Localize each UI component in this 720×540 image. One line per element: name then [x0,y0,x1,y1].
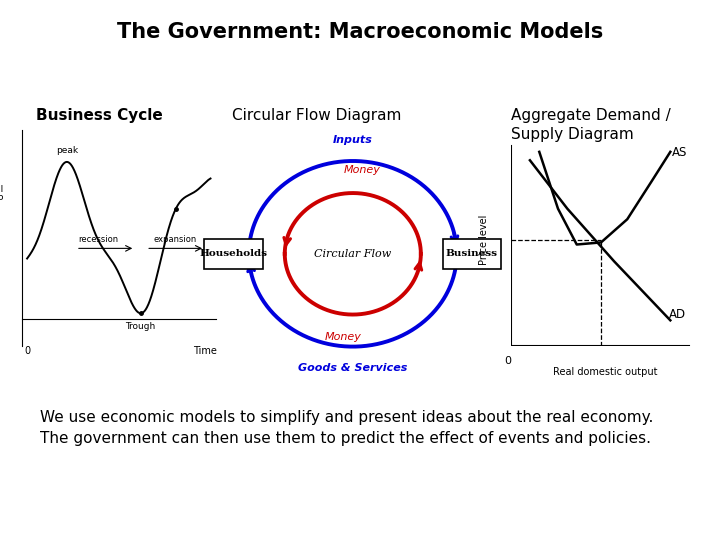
Text: Money: Money [325,332,361,342]
Text: expansion: expansion [154,235,197,244]
Text: 0: 0 [504,356,511,366]
Text: AD: AD [668,308,685,321]
Text: peak: peak [55,146,78,156]
Text: AS: AS [672,146,688,159]
Text: We use economic models to simplify and present ideas about the real economy.
The: We use economic models to simplify and p… [40,410,653,447]
Text: recession: recession [78,235,118,244]
Text: Households: Households [199,249,268,258]
Text: Aggregate Demand /
Supply Diagram: Aggregate Demand / Supply Diagram [511,108,671,141]
Text: The Government: Macroeconomic Models: The Government: Macroeconomic Models [117,22,603,42]
Text: Business: Business [446,249,498,258]
Text: Inputs: Inputs [333,135,373,145]
Text: Money: Money [344,165,381,176]
Text: 0: 0 [24,346,30,356]
Text: Goods & Services: Goods & Services [298,363,408,373]
Text: Circular Flow Diagram: Circular Flow Diagram [232,108,402,123]
FancyBboxPatch shape [204,239,263,269]
FancyBboxPatch shape [443,239,501,269]
Text: Real domestic output: Real domestic output [552,367,657,377]
Text: real
GDP: real GDP [0,185,4,204]
Text: Trough: Trough [125,322,156,331]
Text: Business Cycle: Business Cycle [36,108,163,123]
Text: Circular Flow: Circular Flow [314,249,392,259]
Y-axis label: Price level: Price level [479,215,489,266]
Text: Time: Time [193,346,217,356]
